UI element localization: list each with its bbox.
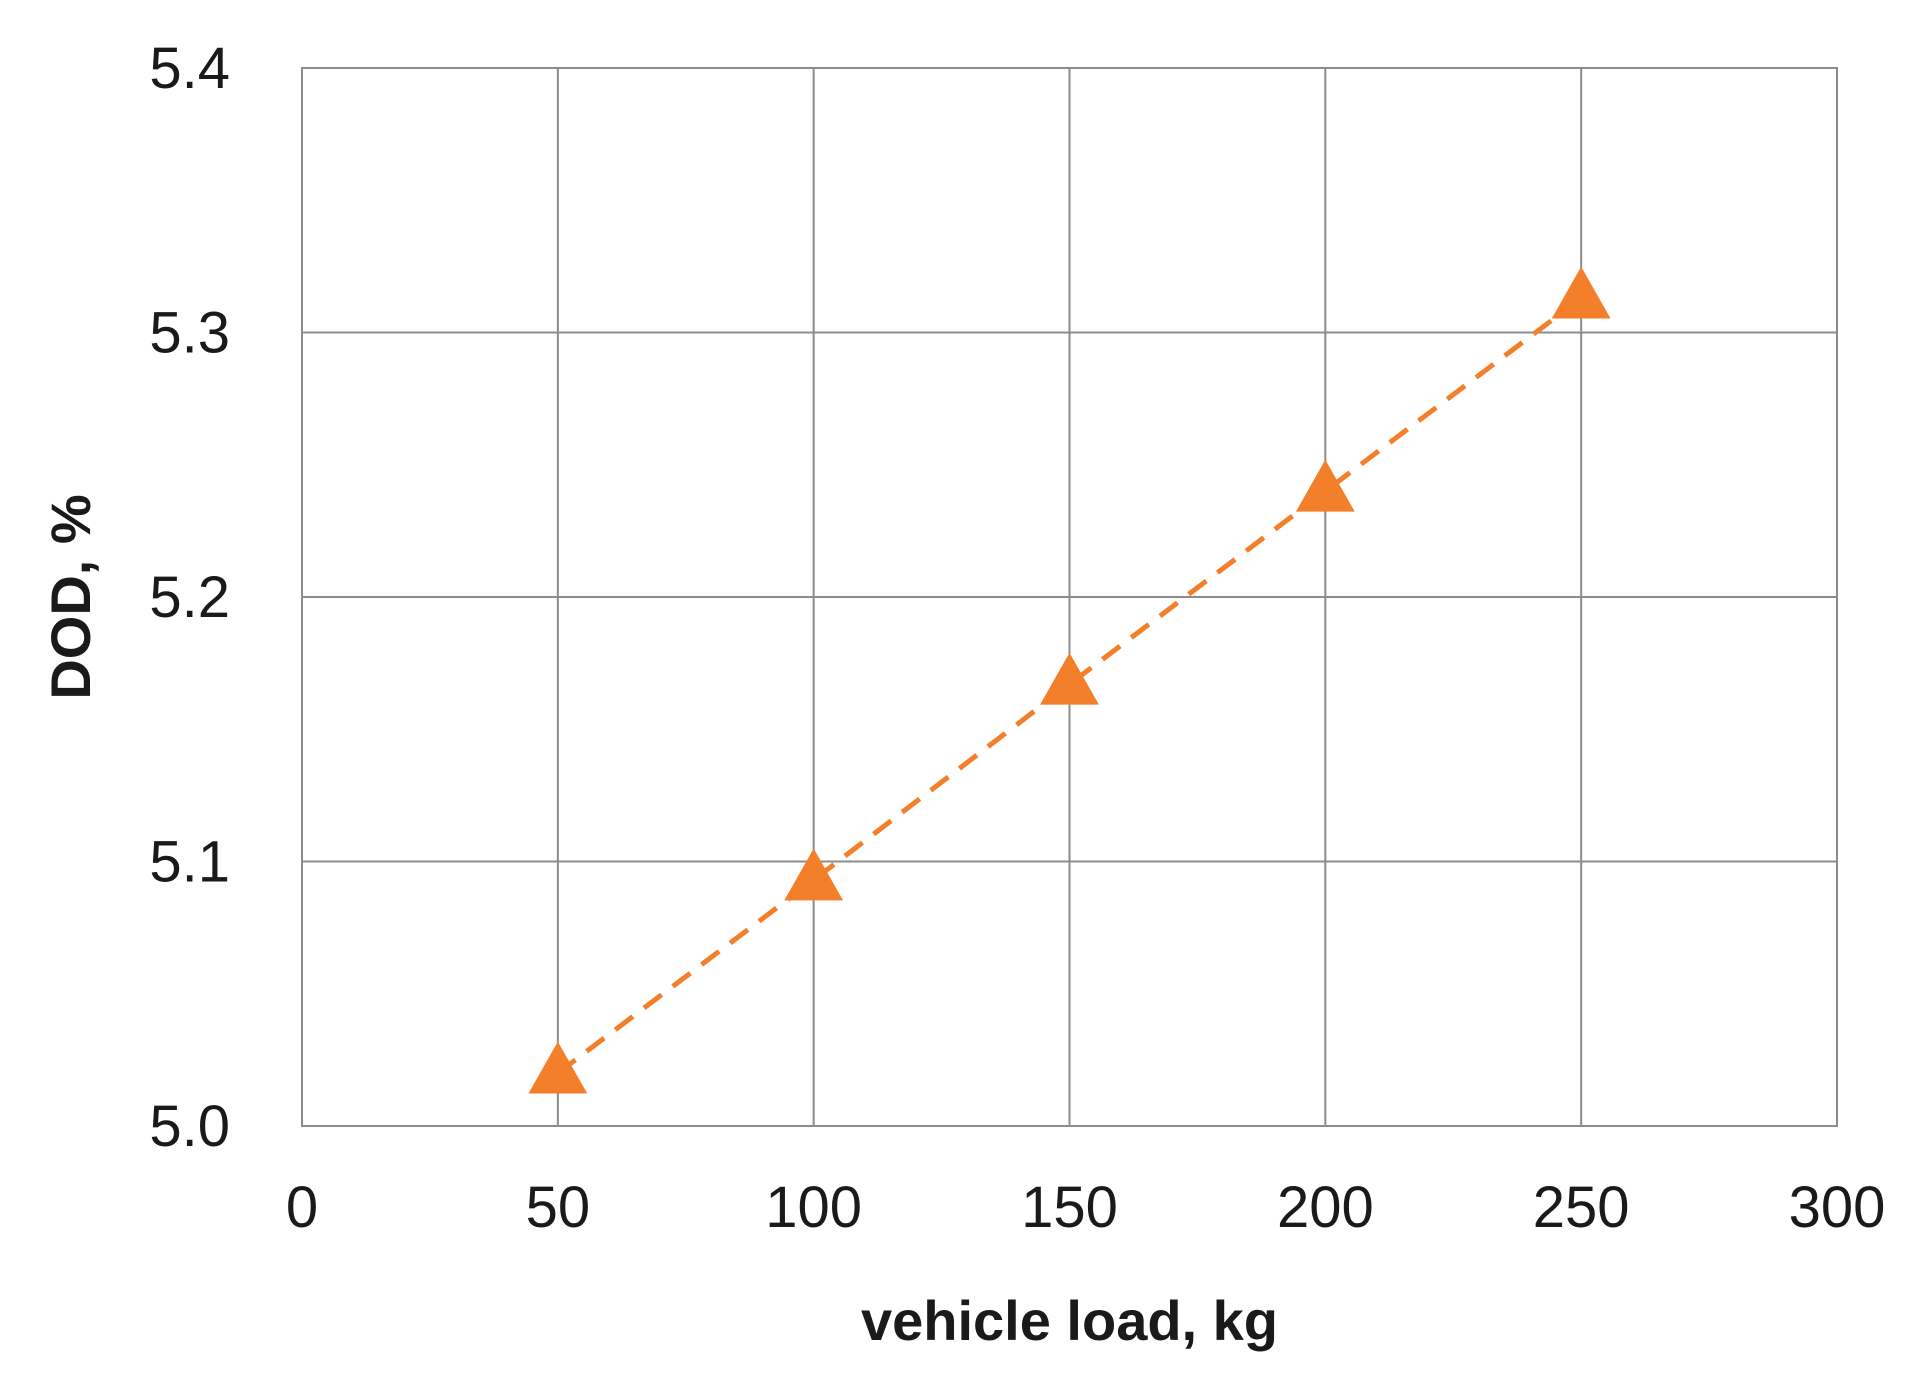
x-tick-label: 300 [1789, 1175, 1886, 1240]
grid-lines [301, 67, 1838, 1127]
y-tick-label: 5.3 [149, 301, 230, 366]
x-axis-title: vehicle load, kg [861, 1289, 1278, 1352]
y-tick-label: 5.0 [149, 1094, 230, 1159]
y-tick-label: 5.1 [149, 830, 230, 895]
x-tick-label: 0 [286, 1175, 318, 1240]
y-axis-tick-labels: 5.0 5.1 5.2 5.3 5.4 [149, 36, 230, 1159]
x-axis-tick-labels: 0 50 100 150 200 250 300 [286, 1175, 1886, 1240]
series-layer [528, 266, 1611, 1094]
x-tick-label: 50 [526, 1175, 591, 1240]
y-tick-label: 5.4 [149, 36, 230, 101]
x-tick-label: 200 [1277, 1175, 1374, 1240]
y-tick-label: 5.2 [149, 565, 230, 630]
y-axis-title: DOD, % [39, 494, 102, 699]
x-tick-label: 250 [1533, 1175, 1630, 1240]
x-tick-label: 150 [1021, 1175, 1118, 1240]
plot-area-frame [301, 67, 1838, 1127]
data-point-triangle [1295, 459, 1355, 512]
data-point-triangle [784, 848, 844, 901]
data-point-triangle [528, 1041, 588, 1094]
x-tick-label: 100 [765, 1175, 862, 1240]
data-point-triangle [1551, 266, 1611, 319]
data-point-triangle [1040, 652, 1099, 705]
